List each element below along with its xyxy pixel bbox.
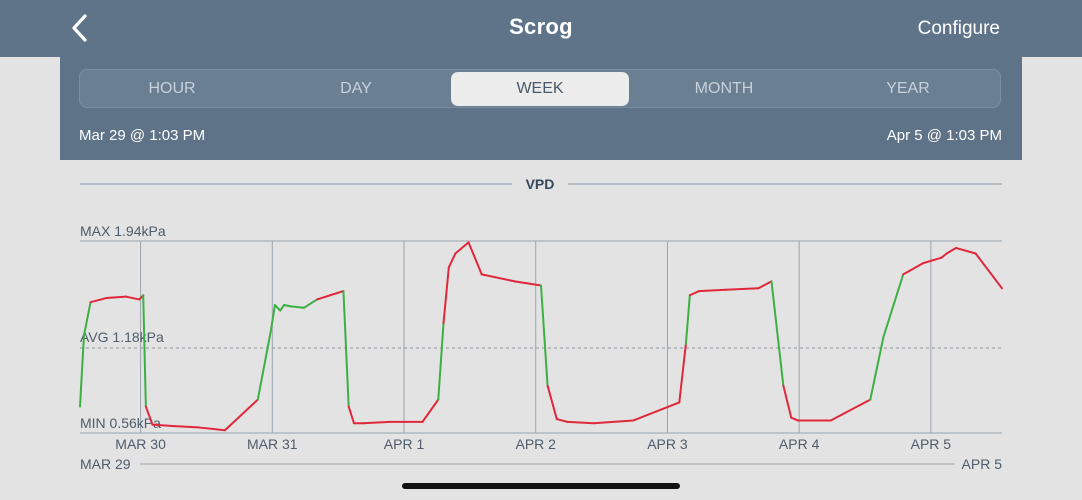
series-line-segment bbox=[724, 287, 760, 291]
series-line-segment bbox=[770, 280, 785, 387]
x-tick-label: MAR 31 bbox=[247, 436, 298, 452]
series-line-segment bbox=[283, 304, 292, 308]
day-gridlines bbox=[140, 241, 932, 433]
series-line-segment bbox=[421, 398, 440, 423]
series-line-segment bbox=[790, 416, 799, 422]
time-range-selector: HOUR DAY WEEK MONTH YEAR bbox=[79, 69, 1001, 108]
series-line-segment bbox=[437, 322, 445, 401]
top-navigation-bar: Scrog Configure bbox=[0, 0, 1082, 57]
series-line-segment bbox=[223, 398, 259, 432]
configure-button[interactable]: Configure bbox=[917, 18, 1000, 39]
series-line-segment bbox=[513, 280, 542, 287]
series-line-segment bbox=[342, 290, 350, 408]
max-label: MAX 1.94kPa bbox=[80, 223, 166, 239]
x-tick-label: APR 1 bbox=[384, 436, 425, 452]
series-line-segment bbox=[329, 290, 345, 297]
series-line-segment bbox=[105, 295, 128, 300]
tab-year[interactable]: YEAR bbox=[886, 80, 930, 97]
series-line-segment bbox=[454, 241, 470, 255]
page-title: Scrog bbox=[509, 14, 573, 39]
series-line-segment bbox=[480, 273, 516, 283]
series-line-segment bbox=[945, 246, 957, 255]
series-line-segment bbox=[882, 273, 905, 338]
tab-month[interactable]: MONTH bbox=[694, 80, 754, 97]
series-line-segment bbox=[289, 305, 305, 309]
x-tick-labels: MAR 30 MAR 31 APR 1 APR 2 APR 3 APR 4 APR 5 bbox=[115, 436, 951, 452]
series-line-segment bbox=[447, 252, 457, 269]
series-line-segment bbox=[592, 419, 635, 425]
series-line-segment bbox=[442, 266, 450, 325]
chevron-left-icon bbox=[72, 14, 87, 42]
series-line-segment bbox=[540, 284, 549, 387]
vpd-series bbox=[79, 241, 1003, 432]
series-line-segment bbox=[144, 405, 154, 426]
x-end-label: APR 5 bbox=[962, 456, 1003, 472]
series-line-segment bbox=[555, 418, 569, 423]
min-label: MIN 0.56kPa bbox=[80, 415, 161, 431]
tab-week[interactable]: WEEK bbox=[451, 72, 629, 106]
series-line-segment bbox=[82, 301, 92, 337]
avg-label: AVG 1.18kPa bbox=[80, 329, 164, 345]
range-end-date: Apr 5 @ 1:03 PM bbox=[886, 127, 1002, 144]
series-line-segment bbox=[940, 252, 948, 259]
series-line-segment bbox=[546, 384, 558, 421]
x-tick-label: APR 2 bbox=[515, 436, 556, 452]
x-tick-label: APR 5 bbox=[911, 436, 952, 452]
series-line-segment bbox=[273, 304, 282, 312]
series-line-segment bbox=[954, 246, 977, 255]
series-line-segment bbox=[869, 336, 885, 401]
series-line-segment bbox=[698, 288, 727, 293]
series-line-segment bbox=[566, 420, 595, 425]
series-line-segment bbox=[974, 252, 1003, 290]
series-line-segment bbox=[142, 294, 147, 408]
chart-title: VPD bbox=[526, 176, 555, 192]
series-line-segment bbox=[757, 280, 773, 290]
series-line-segment bbox=[316, 294, 332, 301]
series-line-segment bbox=[347, 405, 355, 425]
series-line-segment bbox=[171, 425, 200, 429]
x-start-label: MAR 29 bbox=[80, 456, 131, 472]
series-line-segment bbox=[921, 256, 943, 265]
x-tick-label: MAR 30 bbox=[115, 436, 166, 452]
series-line-segment bbox=[89, 297, 108, 304]
series-line-segment bbox=[269, 304, 276, 332]
tab-hour[interactable]: HOUR bbox=[148, 80, 196, 97]
series-line-segment bbox=[632, 401, 681, 422]
back-button[interactable] bbox=[66, 12, 96, 44]
series-line-segment bbox=[829, 398, 872, 422]
series-line-segment bbox=[684, 294, 691, 345]
series-line-segment bbox=[125, 295, 141, 301]
x-tick-label: APR 4 bbox=[779, 436, 820, 452]
vpd-chart: VPD MAX 1.94kPa AVG 1.18kPa MIN 0.56kPa … bbox=[79, 176, 1003, 472]
series-line-segment bbox=[197, 426, 226, 432]
series-line-segment bbox=[362, 420, 391, 425]
series-line-segment bbox=[782, 384, 793, 419]
tab-day[interactable]: DAY bbox=[340, 80, 372, 97]
home-indicator bbox=[402, 483, 680, 489]
time-range-panel: HOUR DAY WEEK MONTH YEAR Mar 29 @ 1:03 P… bbox=[60, 57, 1022, 160]
x-tick-label: APR 3 bbox=[647, 436, 688, 452]
series-line-segment bbox=[79, 334, 85, 408]
series-line-segment bbox=[302, 298, 319, 309]
series-line-segment bbox=[902, 262, 924, 276]
range-start-date: Mar 29 @ 1:03 PM bbox=[79, 127, 206, 144]
series-line-segment bbox=[678, 342, 687, 404]
series-line-segment bbox=[467, 241, 483, 276]
series-line-segment bbox=[151, 423, 174, 428]
series-line-segment bbox=[688, 290, 701, 297]
series-line-segment bbox=[279, 304, 286, 312]
series-line-segment bbox=[256, 329, 272, 401]
